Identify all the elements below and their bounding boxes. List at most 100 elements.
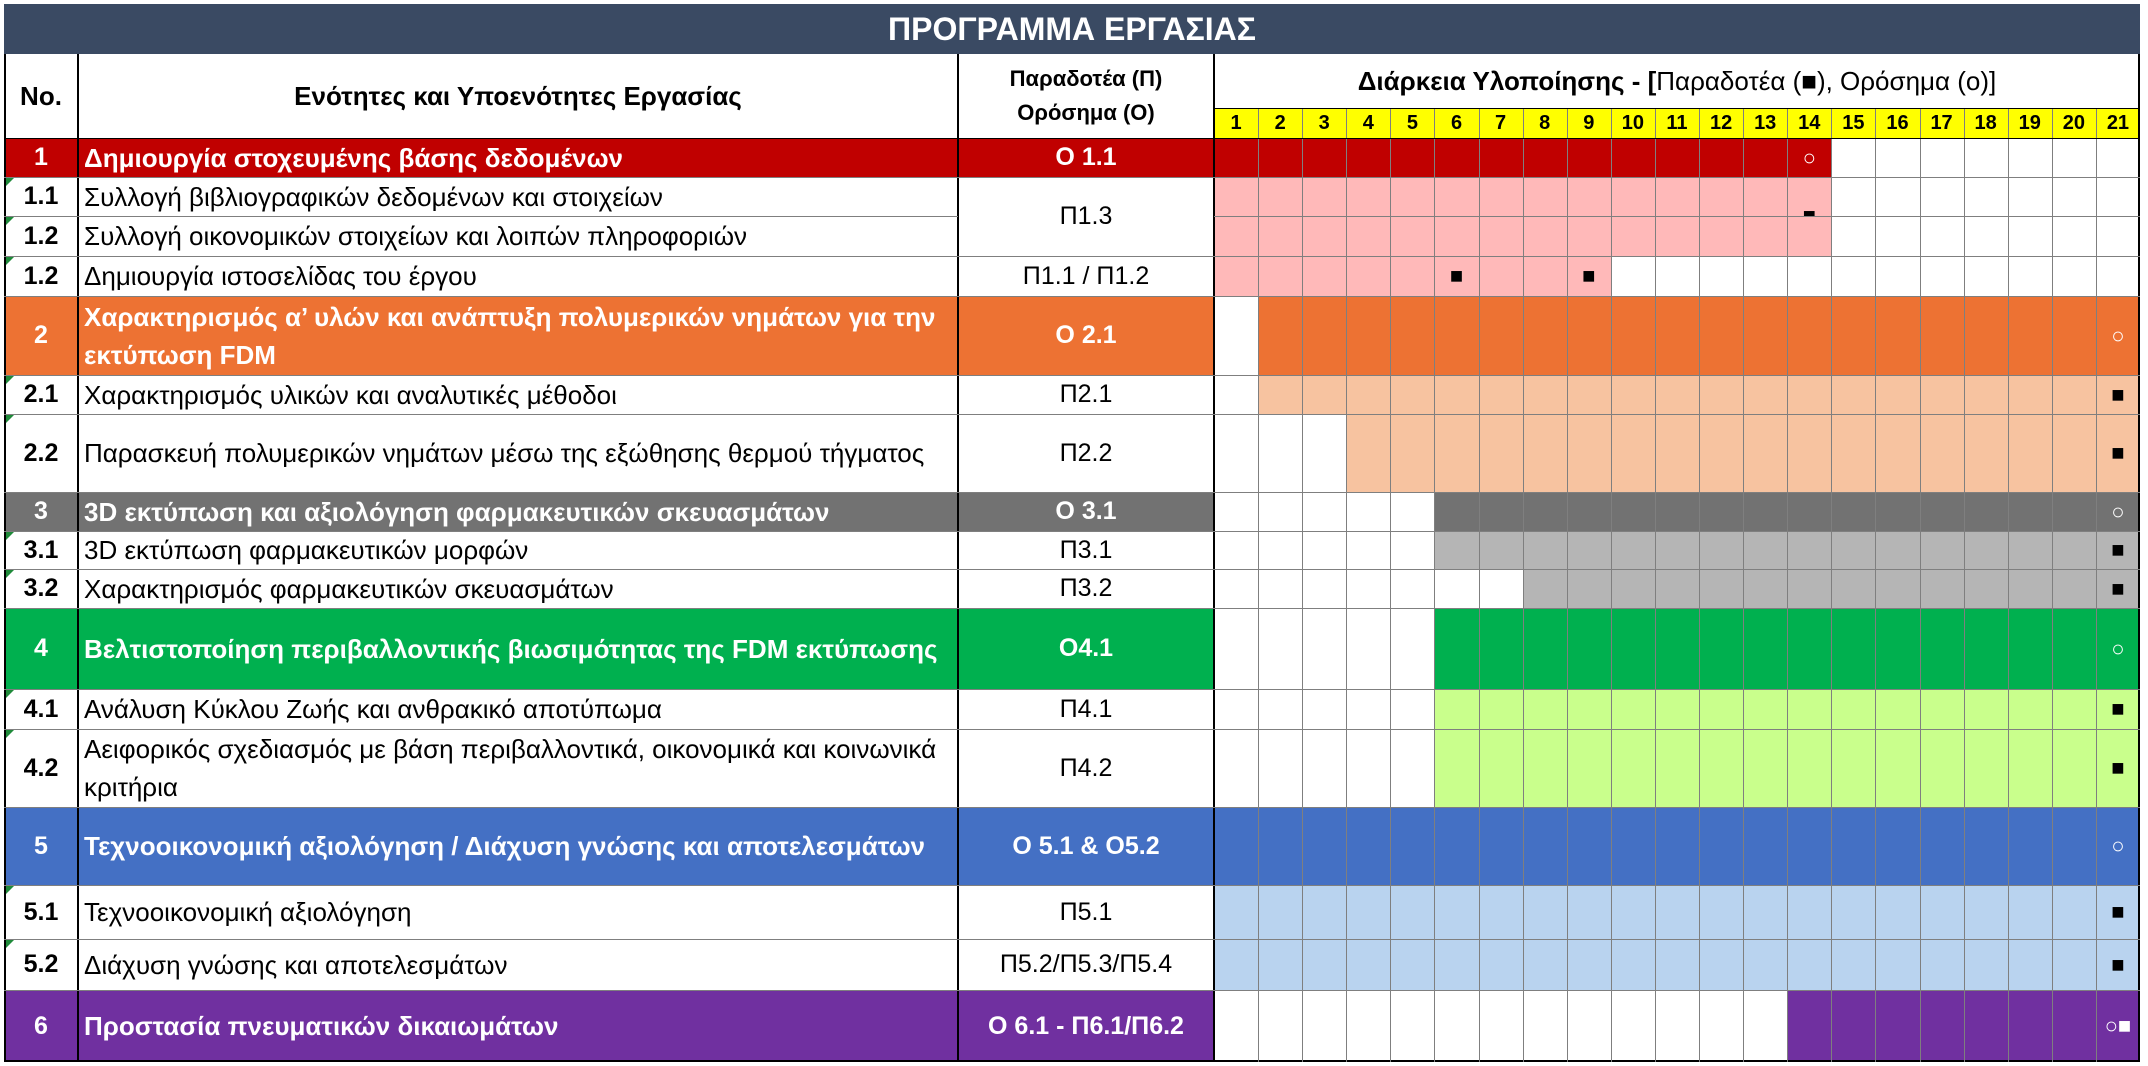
row-deliverable: Π2.2	[958, 414, 1214, 492]
row-deliverable: Ο 5.1 & Ο5.2	[958, 807, 1214, 885]
month-4: 4	[1346, 108, 1391, 138]
gantt-bar	[1214, 885, 2140, 939]
row-number: 1	[4, 138, 78, 177]
month-separator	[1566, 108, 1568, 1062]
row-separator	[4, 414, 2140, 415]
milestone-marker: ○	[1802, 144, 1816, 170]
row-number: 2.1	[4, 375, 78, 414]
month-21: 21	[2095, 108, 2140, 138]
row-separator	[4, 492, 2140, 493]
row-task-title: Παρασκευή πολυμερικών νημάτων μέσω της ε…	[78, 414, 958, 492]
month-separator	[1610, 108, 1612, 1062]
row-task-title: Δημιουργία ιστοσελίδας του έργου	[78, 256, 958, 296]
deliverable-marker: ■	[2111, 440, 2125, 465]
row-deliverable: Ο4.1	[958, 608, 1214, 689]
month-3: 3	[1302, 108, 1347, 138]
deliverable-marker: ■	[2111, 899, 2125, 924]
row-separator	[4, 729, 2140, 730]
row-task-title: Χαρακτηρισμός α’ υλών και ανάπτυξη πολυμ…	[78, 296, 958, 375]
header-duration-title: Διάρκεια Υλοποίησης - [	[1357, 65, 1657, 96]
month-separator	[1302, 108, 1304, 1062]
row-separator	[4, 885, 2140, 886]
cell-comment-indicator	[5, 690, 14, 699]
row-number: 5.1	[4, 885, 78, 939]
row-separator	[4, 177, 2140, 178]
row-deliverable: Π5.2/Π5.3/Π5.4	[958, 939, 1214, 990]
sheet-title: ΠΡΟΓΡΑΜΜΑ ΕΡΓΑΣΙΑΣ	[4, 4, 2140, 54]
row-deliverable: Π1.3	[958, 177, 1214, 256]
gantt-bar	[1258, 375, 2140, 414]
month-separator	[1919, 108, 1921, 1062]
month-separator	[1434, 108, 1436, 1062]
month-14: 14	[1787, 108, 1832, 138]
row-deliverable: Ο 3.1	[958, 492, 1214, 531]
row-task-title: Χαρακτηρισμός υλικών και αναλυτικές μέθο…	[78, 375, 958, 414]
month-7: 7	[1478, 108, 1523, 138]
gantt-bar	[1434, 608, 2140, 689]
cell-comment-indicator	[5, 570, 14, 579]
month-separator	[1699, 108, 1701, 1062]
column-separator	[1213, 54, 1215, 1062]
row-number: 4	[4, 608, 78, 689]
row-task-title: Συλλογή βιβλιογραφικών δεδομένων και στο…	[78, 177, 958, 216]
row-deliverable: Ο 2.1	[958, 296, 1214, 375]
month-separator	[1963, 108, 1965, 1062]
deliverable-marker: ■	[2111, 381, 2125, 407]
border-bottom	[4, 1060, 2140, 1062]
gantt-bar	[1434, 729, 2140, 807]
month-separator	[2095, 108, 2097, 1062]
row-separator	[4, 990, 2140, 991]
month-8: 8	[1522, 108, 1567, 138]
deliverable-marker: ■	[1582, 263, 1596, 288]
month-separator	[1875, 108, 1877, 1062]
gantt-bar	[1214, 807, 2140, 885]
month-5: 5	[1390, 108, 1435, 138]
cell-comment-indicator	[5, 886, 14, 895]
cell-comment-indicator	[5, 376, 14, 385]
cell-comment-indicator	[5, 257, 14, 266]
month-separator	[1743, 108, 1745, 1062]
month-20: 20	[2051, 108, 2096, 138]
cell-comment-indicator	[5, 415, 14, 424]
gantt-bar	[1214, 256, 1611, 296]
row-number: 1.2	[4, 256, 78, 296]
row-number: 2	[4, 296, 78, 375]
row-number: 3.1	[4, 531, 78, 569]
milestone-marker: ○	[2111, 322, 2125, 348]
gantt-bar	[1258, 296, 2140, 375]
month-19: 19	[2007, 108, 2052, 138]
row-separator	[4, 531, 2140, 532]
row-deliverable: Ο 6.1 - Π6.1/Π6.2	[958, 990, 1214, 1062]
row-separator	[4, 375, 2140, 376]
row-task-title: Αειφορικός σχεδιασμός με βάση περιβαλλον…	[78, 729, 958, 807]
milestone-marker: ○■	[2104, 1013, 2132, 1038]
header-deliverables: Παραδοτέα (Π) Ορόσημα (Ο)	[958, 54, 1214, 138]
month-11: 11	[1654, 108, 1700, 138]
row-deliverable: Π1.1 / Π1.2	[958, 256, 1214, 296]
month-separator	[2007, 108, 2009, 1062]
month-9: 9	[1566, 108, 1611, 138]
month-header-top	[1214, 108, 2140, 109]
row-task-title: Τεχνοοικονομική αξιολόγηση	[78, 885, 958, 939]
row-deliverable: Π4.1	[958, 689, 1214, 729]
row-task-title: 3D εκτύπωση και αξιολόγηση φαρμακευτικών…	[78, 492, 958, 531]
row-separator	[4, 569, 2140, 570]
row-task-title: Ανάλυση Κύκλου Ζωής και ανθρακικό αποτύπ…	[78, 689, 958, 729]
row-number: 6	[4, 990, 78, 1062]
row-number: 1.1	[4, 177, 78, 216]
row-task-title: 3D εκτύπωση φαρμακευτικών μορφών	[78, 531, 958, 569]
row-task-title: Προστασία πνευματικών δικαιωμάτων	[78, 990, 958, 1062]
milestone-marker: ○	[2111, 635, 2125, 661]
row-number: 3.2	[4, 569, 78, 608]
month-6: 6	[1434, 108, 1479, 138]
border-right	[2138, 54, 2140, 1062]
row-separator	[4, 807, 2140, 808]
month-separator	[1654, 108, 1656, 1062]
row-number: 1.2	[4, 216, 78, 256]
row-number: 3	[4, 492, 78, 531]
row-number: 4.1	[4, 689, 78, 729]
month-separator	[1522, 108, 1524, 1062]
deliverable-marker: ■	[2111, 755, 2125, 780]
row-separator	[4, 689, 2140, 690]
